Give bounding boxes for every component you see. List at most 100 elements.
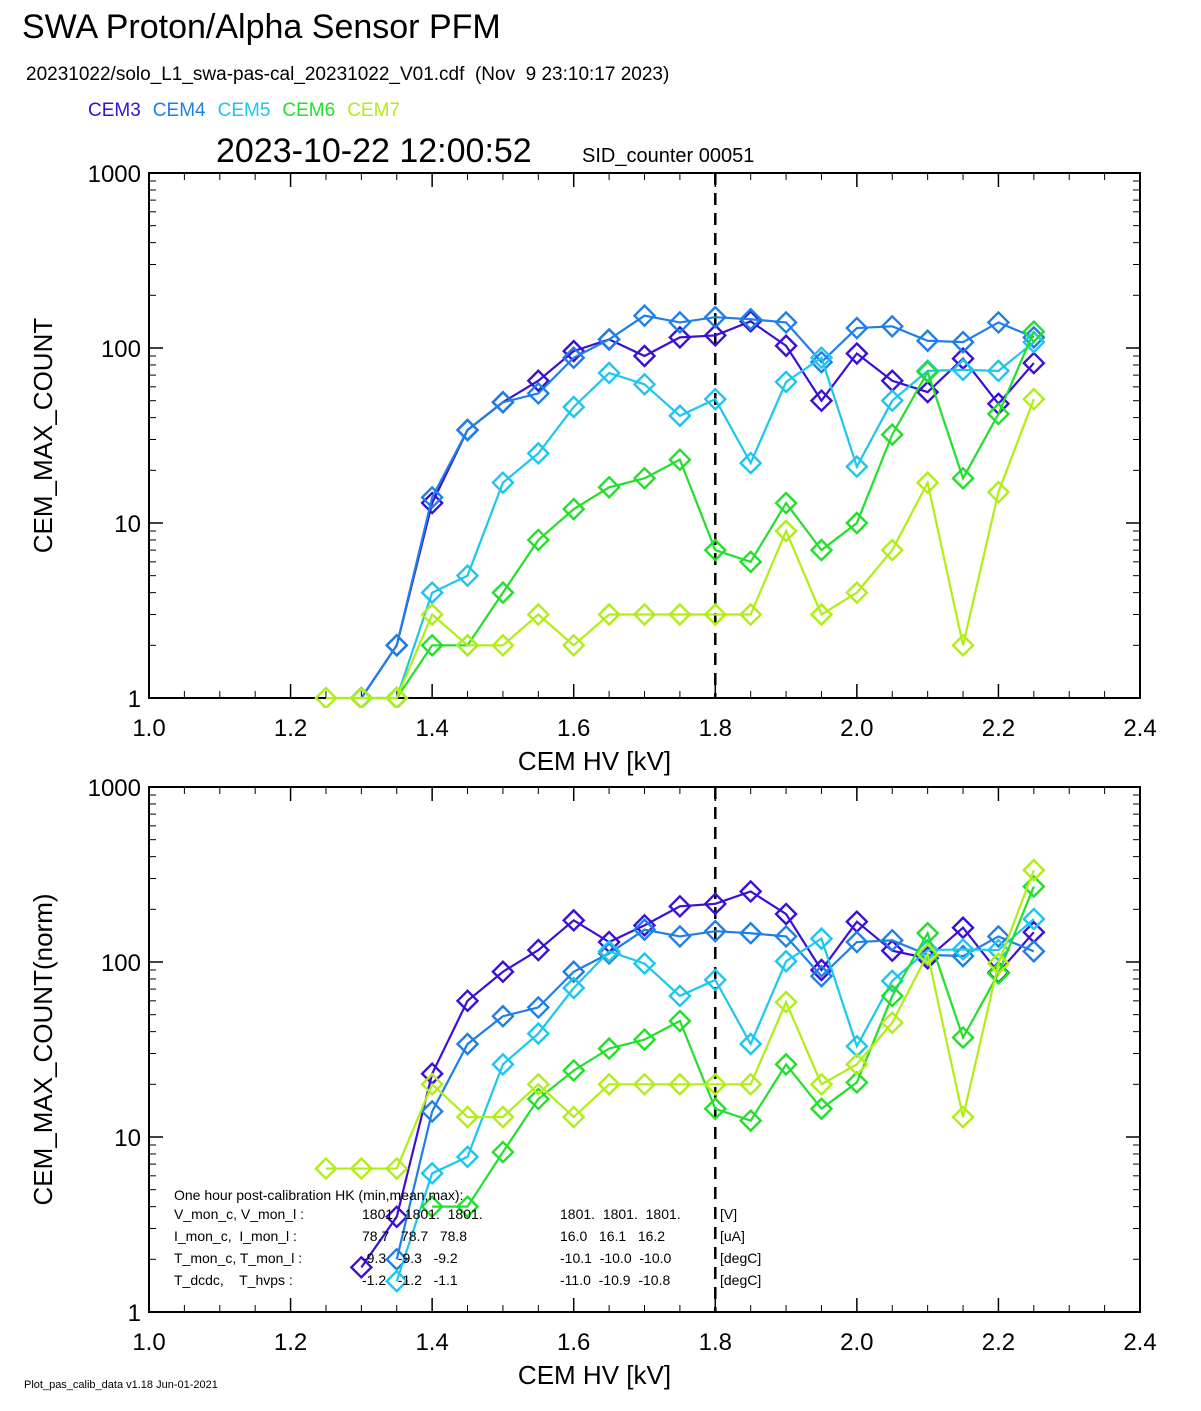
x-tick-label: 2.0 bbox=[840, 1329, 873, 1356]
data-point-cem4 bbox=[986, 924, 1011, 949]
data-point-cem7 bbox=[951, 633, 975, 658]
data-point-cem3 bbox=[845, 341, 869, 366]
data-point-cem7 bbox=[349, 1156, 374, 1181]
data-point-cem7 bbox=[314, 1156, 338, 1181]
data-point-cem6 bbox=[1022, 319, 1046, 344]
legend-cem7: CEM7 bbox=[347, 100, 400, 121]
data-point-cem6 bbox=[703, 538, 727, 562]
data-point-cem5 bbox=[809, 926, 834, 951]
y-axis-label: CEM_MAX_COUNT bbox=[28, 318, 58, 554]
data-point-cem6 bbox=[809, 538, 834, 562]
data-point-cem7 bbox=[809, 1072, 834, 1097]
y-tick-label: 10 bbox=[114, 1125, 141, 1152]
series-group bbox=[314, 303, 1046, 708]
data-point-cem6 bbox=[951, 1025, 975, 1050]
data-point-cem5 bbox=[880, 388, 904, 413]
data-point-cem7 bbox=[738, 1072, 763, 1097]
data-point-cem6 bbox=[632, 1027, 657, 1052]
data-point-cem3 bbox=[880, 939, 904, 963]
x-tick-label: 2.4 bbox=[1123, 1329, 1156, 1356]
data-point-cem4 bbox=[491, 390, 515, 414]
data-point-cem6 bbox=[455, 1194, 480, 1219]
data-point-cem3 bbox=[632, 913, 657, 938]
chart-panel-1: 1.0 1.2 1.4 1.6 1.8 2.0 2.2 2.4 1 10 100 1000 CEM HV… bbox=[28, 161, 1157, 776]
data-point-cem3 bbox=[562, 908, 586, 933]
y-tick-label: 1 bbox=[128, 686, 141, 713]
data-point-cem6 bbox=[986, 402, 1011, 426]
data-point-cem3 bbox=[455, 989, 480, 1013]
data-point-cem7 bbox=[880, 538, 904, 562]
series-line-cem6 bbox=[395, 331, 1035, 699]
data-point-cem3 bbox=[385, 1205, 409, 1229]
data-point-cem7 bbox=[703, 602, 727, 627]
data-point-cem5 bbox=[385, 1269, 409, 1293]
chart-panel-2: 1.0 1.2 1.4 1.6 1.8 2.0 2.2 2.4 1 10 100 1000 CEM HV… bbox=[28, 775, 1157, 1390]
data-point-cem5 bbox=[562, 976, 586, 1000]
data-point-cem4 bbox=[455, 1032, 480, 1056]
legend-cem3: CEM3 bbox=[88, 100, 141, 121]
x-tick-label: 1.8 bbox=[699, 1329, 732, 1356]
data-point-cem7 bbox=[314, 686, 338, 708]
x-axis-label: CEM HV [kV] bbox=[518, 1360, 671, 1390]
hk-unit-2: [degC] bbox=[720, 1250, 762, 1266]
data-point-cem7 bbox=[632, 1072, 657, 1097]
hk-c-1: 78.7 78.7 78.8 bbox=[362, 1228, 468, 1244]
x-tick-label: 2.4 bbox=[1123, 715, 1156, 742]
data-point-cem5 bbox=[738, 451, 763, 475]
data-point-cem7 bbox=[951, 1105, 975, 1129]
data-point-cem7 bbox=[385, 1156, 409, 1181]
data-point-cem5 bbox=[1022, 330, 1046, 354]
data-point-cem5 bbox=[526, 441, 551, 466]
data-point-cem7 bbox=[774, 990, 798, 1014]
data-point-cem6 bbox=[632, 466, 657, 491]
x-tick-label: 1.6 bbox=[557, 1329, 590, 1356]
hk-c-2: -9.3 -9.3 -9.2 bbox=[362, 1250, 458, 1266]
data-point-cem7 bbox=[349, 686, 374, 708]
data-point-cem4 bbox=[880, 314, 904, 339]
data-point-cem3 bbox=[703, 323, 727, 348]
data-point-cem5 bbox=[491, 470, 515, 495]
data-point-cem5 bbox=[845, 1034, 869, 1058]
data-point-cem4 bbox=[668, 924, 692, 949]
data-point-cem3 bbox=[668, 894, 692, 919]
data-point-cem5 bbox=[951, 937, 975, 962]
x-tick-label: 2.0 bbox=[840, 715, 873, 742]
data-point-cem6 bbox=[491, 580, 515, 605]
data-point-cem3 bbox=[562, 339, 586, 363]
data-point-cem3 bbox=[809, 388, 834, 413]
data-point-cem6 bbox=[597, 1036, 621, 1061]
data-point-cem6 bbox=[562, 1058, 586, 1083]
data-point-cem6 bbox=[1022, 874, 1046, 899]
data-point-cem4 bbox=[455, 418, 480, 442]
data-point-cem4 bbox=[738, 921, 763, 945]
data-point-cem6 bbox=[668, 1009, 692, 1033]
series-line-cem5 bbox=[395, 918, 1035, 1282]
data-point-cem4 bbox=[1022, 939, 1046, 964]
data-point-cem4 bbox=[668, 310, 692, 335]
data-point-cem4 bbox=[632, 303, 657, 328]
data-point-cem5 bbox=[597, 361, 621, 385]
y-tick-label: 10 bbox=[114, 511, 141, 538]
hk-title: One hour post-calibration HK (min,mean,m… bbox=[174, 1187, 464, 1203]
data-point-cem5 bbox=[526, 1021, 551, 1046]
data-point-cem5 bbox=[632, 372, 657, 397]
data-point-cem3 bbox=[526, 369, 551, 393]
data-point-cem4 bbox=[597, 941, 621, 966]
data-point-cem5 bbox=[632, 951, 657, 976]
x-axis-label: CEM HV [kV] bbox=[518, 746, 671, 776]
data-point-cem3 bbox=[526, 938, 551, 962]
data-point-cem7 bbox=[597, 602, 621, 627]
data-point-cem4 bbox=[809, 964, 834, 988]
x-tick-label: 1.0 bbox=[132, 1329, 165, 1356]
data-point-cem5 bbox=[562, 395, 586, 419]
data-point-cem5 bbox=[703, 387, 727, 411]
data-point-cem3 bbox=[774, 334, 798, 358]
data-point-cem6 bbox=[774, 1052, 798, 1077]
hk-unit-1: [uA] bbox=[720, 1228, 745, 1244]
data-point-cem5 bbox=[420, 580, 444, 605]
data-point-cem7 bbox=[526, 602, 551, 627]
hk-unit-3: [degC] bbox=[720, 1272, 762, 1288]
data-point-cem7 bbox=[845, 580, 869, 605]
data-point-cem5 bbox=[738, 1032, 763, 1056]
data-point-cem7 bbox=[703, 1072, 727, 1097]
